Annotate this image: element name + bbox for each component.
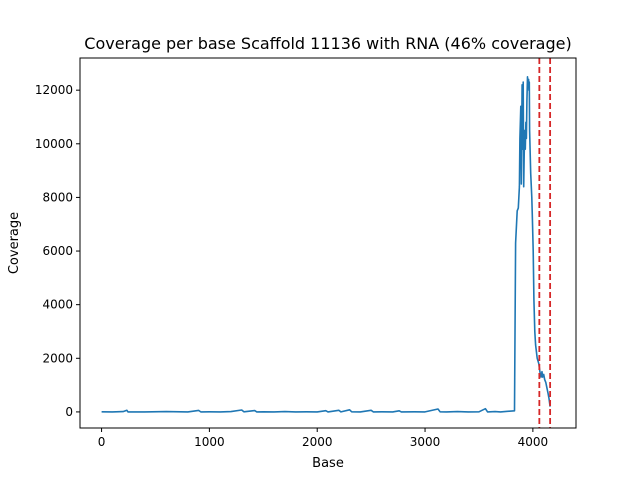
y-tick-label: 12000 <box>35 83 73 97</box>
chart-title: Coverage per base Scaffold 11136 with RN… <box>84 34 571 53</box>
x-tick-label: 0 <box>98 435 106 449</box>
plot-frame <box>79 57 577 429</box>
y-tick-label: 2000 <box>42 351 73 365</box>
y-axis-label: Coverage <box>7 212 22 274</box>
y-tick-label: 8000 <box>42 190 73 204</box>
x-tick-label: 4000 <box>518 435 549 449</box>
y-tick-label: 0 <box>65 405 73 419</box>
x-tick-label: 1000 <box>194 435 225 449</box>
coverage-series-line <box>101 76 551 413</box>
x-tick-label: 3000 <box>410 435 441 449</box>
y-tick-label: 6000 <box>42 244 73 258</box>
x-axis-label: Base <box>312 456 344 471</box>
y-tick-label: 10000 <box>35 137 73 151</box>
y-tick-label: 4000 <box>42 298 73 312</box>
x-tick-label: 2000 <box>302 435 333 449</box>
